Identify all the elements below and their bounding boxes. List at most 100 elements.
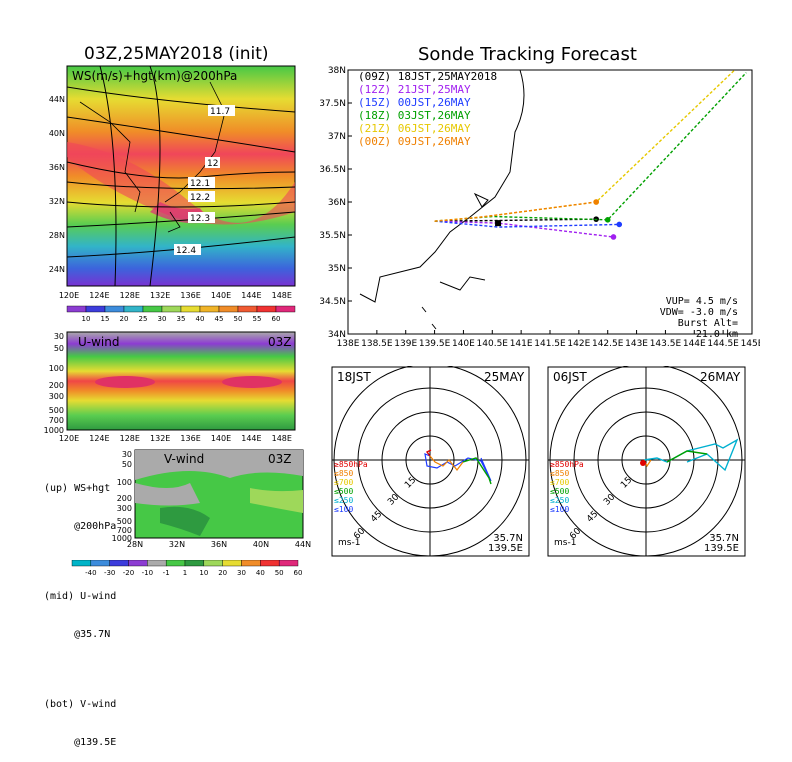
hodo-left-levels: ≥850hPa ≤850 ≤700 ≤500 ≤250 ≤100 bbox=[334, 460, 368, 514]
u-y-tick-label: 50 bbox=[54, 344, 64, 353]
track-x-tick-label: 141.5E bbox=[534, 339, 566, 349]
v-y-tick-label: 700 bbox=[117, 526, 132, 535]
ws-x-tick-label: 136E bbox=[180, 291, 200, 300]
contour-label-bg bbox=[188, 177, 215, 188]
hodo-level-label: ≤500 bbox=[334, 487, 354, 496]
hodo-left-time: 18JST bbox=[337, 370, 371, 384]
track-y-tick-label: 35N bbox=[328, 264, 346, 274]
hodo-level-label: ≥850hPa bbox=[334, 460, 368, 469]
ws-y-tick-label: 36N bbox=[49, 163, 65, 172]
u-y-tick-label: 700 bbox=[49, 416, 64, 425]
track-line bbox=[434, 218, 597, 222]
track-legend-entry: (00Z) 09JST,26MAY bbox=[358, 135, 471, 148]
ws-colorbar-swatch bbox=[199, 305, 220, 313]
v-colorbar-label: -20 bbox=[123, 569, 134, 577]
hodo-left-coords: 35.7N 139.5E bbox=[488, 534, 523, 554]
v-colorbar-label: -10 bbox=[142, 569, 153, 577]
contour-label: 11.7 bbox=[210, 107, 230, 117]
track-x-tick-label: 145E bbox=[741, 339, 760, 349]
hodo-level-label: ≤700 bbox=[550, 478, 570, 487]
track-x-tick-label: 139.5E bbox=[419, 339, 451, 349]
track-x-tick-label: 142E bbox=[567, 339, 590, 349]
ws-colorbar-swatch bbox=[123, 305, 144, 313]
v-colorbar-label: -40 bbox=[85, 569, 96, 577]
v-colorbar-label: -30 bbox=[104, 569, 115, 577]
track-x-tick-label: 139E bbox=[394, 339, 417, 349]
contour-label: 12 bbox=[207, 159, 218, 169]
contour-label: 12.4 bbox=[176, 246, 196, 256]
v-y-tick-label: 50 bbox=[122, 460, 132, 469]
hodo-level-label: ≤500 bbox=[550, 487, 570, 496]
track-legend-entry: (18Z) 03JST,26MAY bbox=[358, 109, 471, 122]
v-colorbar-swatch bbox=[278, 560, 299, 567]
v-colorbar-swatch bbox=[203, 560, 223, 567]
contour-label-bg bbox=[188, 191, 215, 202]
track-y-tick-label: 35.5N bbox=[320, 231, 346, 241]
ws-map: 120E 124E 128E 132E 136E 140E 144E 148E 44N 40N 3… bbox=[49, 65, 296, 322]
v-wind-label: V-wind bbox=[164, 452, 205, 466]
track-line bbox=[434, 72, 747, 222]
ws-colorbar-swatch bbox=[104, 305, 125, 313]
contour-label-bg bbox=[174, 244, 201, 255]
ws-y-tick-label: 32N bbox=[49, 197, 65, 206]
ws-x-tick-label: 132E bbox=[150, 291, 170, 300]
hodo-left-lon: 139.5E bbox=[488, 543, 523, 554]
hodo-level-label: ≤700 bbox=[334, 478, 354, 487]
u-x-tick-label: 124E bbox=[89, 434, 109, 443]
v-colorbar-swatch bbox=[128, 560, 148, 567]
hodo-left-date: 25MAY bbox=[484, 370, 525, 384]
u-y-tick-label: 300 bbox=[49, 392, 64, 401]
ws-x-tick-label: 124E bbox=[89, 291, 109, 300]
u-x-tick-label: 132E bbox=[150, 434, 170, 443]
ws-x-tick-label: 144E bbox=[241, 291, 261, 300]
track-line bbox=[434, 201, 597, 222]
v-y-tick-label: 200 bbox=[117, 494, 132, 503]
u-y-tick-label: 200 bbox=[49, 381, 64, 390]
track-legend-entry: (12Z) 21JST,25MAY bbox=[358, 83, 471, 96]
hodo-level-label: ≤850 bbox=[550, 469, 570, 478]
ws-y-tick-label: 40N bbox=[49, 129, 65, 138]
hodo-left-unit: ms-1 bbox=[338, 538, 361, 548]
vdw-readout: VDW= -3.0 m/s bbox=[659, 307, 738, 318]
track-x-tick-label: 142.5E bbox=[592, 339, 624, 349]
v-colorbar-label: 50 bbox=[275, 569, 284, 577]
ws-x-tick-label: 120E bbox=[59, 291, 79, 300]
track-y-tick-label: 37.5N bbox=[320, 99, 346, 109]
ws-y-tick-label: 28N bbox=[49, 231, 65, 240]
hodo-right-lat: 35.7N bbox=[709, 533, 739, 544]
ws-colorbar-swatch bbox=[275, 305, 296, 313]
ws-colorbar-label: 25 bbox=[139, 315, 148, 322]
track-info: VUP= 4.5 m/s VDW= -3.0 m/s Burst Alt= 21… bbox=[650, 296, 738, 340]
ws-colorbar-label: 20 bbox=[120, 315, 129, 322]
hodo-right-time: 06JST bbox=[553, 370, 587, 384]
u-y-tick-label: 30 bbox=[54, 332, 64, 341]
u-y-tick-label: 500 bbox=[49, 406, 64, 415]
ws-colorbar-swatch bbox=[142, 305, 163, 313]
v-wind-time: 03Z bbox=[268, 452, 292, 466]
v-y-tick-label: 100 bbox=[117, 478, 132, 487]
track-y-tick-label: 37N bbox=[328, 132, 346, 142]
v-colorbar-swatch bbox=[260, 560, 280, 567]
ws-colorbar-swatch bbox=[218, 305, 239, 313]
ws-colorbar-label: 50 bbox=[234, 315, 243, 322]
left-title: 03Z,25MAY2018 (init) bbox=[84, 44, 269, 64]
ws-colorbar-swatch bbox=[66, 305, 87, 313]
v-x-tick-label: 44N bbox=[295, 540, 311, 548]
ws-colorbar-label: 35 bbox=[177, 315, 186, 322]
track-end-point bbox=[604, 217, 611, 223]
v-x-tick-label: 36N bbox=[211, 540, 227, 548]
track-x-tick-label: 138.5E bbox=[361, 339, 393, 349]
track-end-point bbox=[593, 199, 599, 205]
track-x-tick-label: 141E bbox=[510, 339, 533, 349]
track-y-tick-label: 38N bbox=[328, 66, 346, 76]
track-marker bbox=[495, 220, 502, 227]
hodo-level-label: ≤850 bbox=[334, 469, 354, 478]
v-colorbar-label: 20 bbox=[218, 569, 227, 577]
track-y-tick-label: 36N bbox=[328, 198, 346, 208]
track-end-point bbox=[610, 234, 617, 240]
v-colorbar-swatch bbox=[147, 560, 167, 567]
vup-readout: VUP= 4.5 m/s bbox=[665, 296, 738, 307]
v-y-tick-label: 30 bbox=[122, 450, 132, 459]
v-colorbar-swatch bbox=[109, 560, 129, 567]
